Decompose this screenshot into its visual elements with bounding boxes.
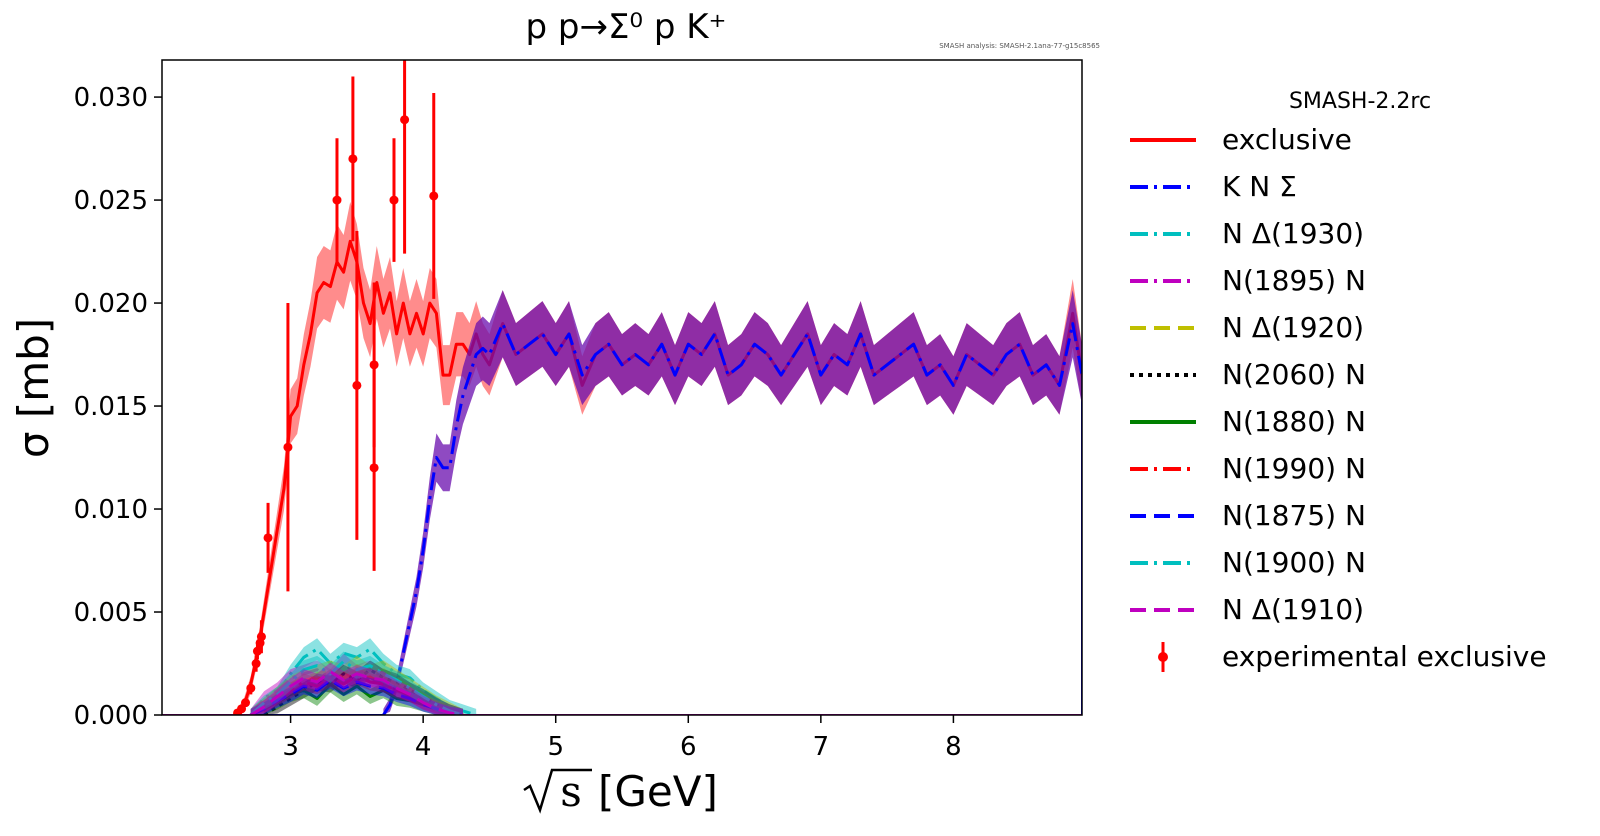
legend-item-exclusive: exclusive [1130,123,1352,156]
experimental-point [241,698,251,708]
series-n-1930 [162,638,1082,715]
legend-swatch-point [1158,652,1168,662]
legend-item-n-2060-n: N(2060) N [1130,358,1366,391]
x-tick-label: 5 [547,732,564,762]
y-axis-ticks: 0.000 0.005 0.010 0.015 0.020 0.025 0.030 [74,83,162,731]
legend-label: experimental exclusive [1222,640,1547,673]
legend-label: N Δ(1920) [1222,311,1364,344]
y-axis-label: σ [mb] [9,318,58,458]
legend-label: N(1895) N [1222,264,1366,297]
series-n-1900-n-line [249,659,464,715]
legend-title: SMASH-2.2rc [1289,89,1431,114]
series-n-1920-line [249,664,464,715]
x-axis-unit: [GeV] [598,767,718,816]
legend: SMASH-2.2rc exclusive K N Σ N Δ(1930) N(189… [1130,89,1547,673]
series-exclusive [162,201,1082,715]
legend-label: N(1900) N [1222,546,1366,579]
series-k-n-band [383,290,1082,715]
sqrt-sign-icon [523,768,592,814]
legend-label: K N Σ [1222,170,1297,203]
legend-label: N(2060) N [1222,358,1366,391]
legend-item-n-1880-n: N(1880) N [1130,405,1366,438]
series-n-1910 [162,662,1082,715]
y-tick-label: 0.015 [74,392,148,422]
series-n-1900-n-band [250,651,463,715]
legend-label: exclusive [1222,123,1352,156]
experimental-point [263,533,273,543]
legend-label: N Δ(1910) [1222,593,1364,626]
chart-title: p p→Σ⁰ p K⁺ [525,7,726,47]
legend-item-n-1895-n: N(1895) N [1130,264,1366,297]
series-n-1930-band [250,638,477,715]
series-n-1990-n-band [250,666,463,715]
plot-content [162,60,1082,715]
legend-item-n-1910: N Δ(1910) [1130,593,1364,626]
experimental-point [400,115,410,125]
legend-label: N(1880) N [1222,405,1366,438]
legend-item-experimental-exclusive: experimental exclusive [1158,640,1547,673]
experimental-point [429,191,439,201]
legend-item-n-1875-n: N(1875) N [1130,499,1366,532]
experimental-point [389,195,399,205]
legend-label: N(1990) N [1222,452,1366,485]
x-tick-label: 6 [680,732,697,762]
y-tick-label: 0.025 [74,186,148,216]
series-n-2060-n-line [263,668,464,715]
y-tick-label: 0.005 [74,598,148,628]
series-k-n-line [382,322,1082,715]
x-axis-symbol: s [560,767,582,816]
experimental-point [256,632,266,642]
experimental-point [283,442,293,452]
plot-frame [161,59,1083,716]
series-n-1875-n-band [250,671,463,715]
legend-label: N Δ(1930) [1222,217,1364,250]
series-n-1910-line [250,670,464,715]
experimental-point [246,683,256,693]
x-tick-label: 3 [282,732,299,762]
experimental-point [352,380,362,390]
y-tick-label: 0.010 [74,495,148,525]
series-exclusive-band [237,201,1082,715]
y-tick-label: 0.030 [74,83,148,113]
x-tick-label: 8 [945,732,962,762]
series-experimental-exclusive [233,60,439,715]
legend-item-n-1920: N Δ(1920) [1130,311,1364,344]
experimental-point [348,154,358,164]
experimental-point [369,463,379,473]
legend-item-k-n: K N Σ [1130,170,1297,203]
series-n-1900-n [162,651,1082,715]
y-tick-label: 0.000 [74,701,148,731]
x-axis-label: s [GeV] [523,767,718,816]
x-axis-ticks: 3 4 5 6 7 8 [282,715,962,762]
series-n-1910-band [250,662,463,715]
series-k-n [162,290,1082,715]
legend-item-n-1900-n: N(1900) N [1130,546,1366,579]
analysis-version-note: SMASH analysis: SMASH-2.1ana-77-g15c8565 [939,42,1100,50]
legend-item-n-1990-n: N(1990) N [1130,452,1366,485]
experimental-point [332,195,342,205]
y-tick-label: 0.020 [74,289,148,319]
x-tick-label: 7 [813,732,830,762]
legend-item-n-1930: N Δ(1930) [1130,217,1364,250]
legend-label: N(1875) N [1222,499,1366,532]
x-tick-label: 4 [415,732,432,762]
series-n-1930-line [249,647,477,715]
experimental-point [251,659,261,669]
